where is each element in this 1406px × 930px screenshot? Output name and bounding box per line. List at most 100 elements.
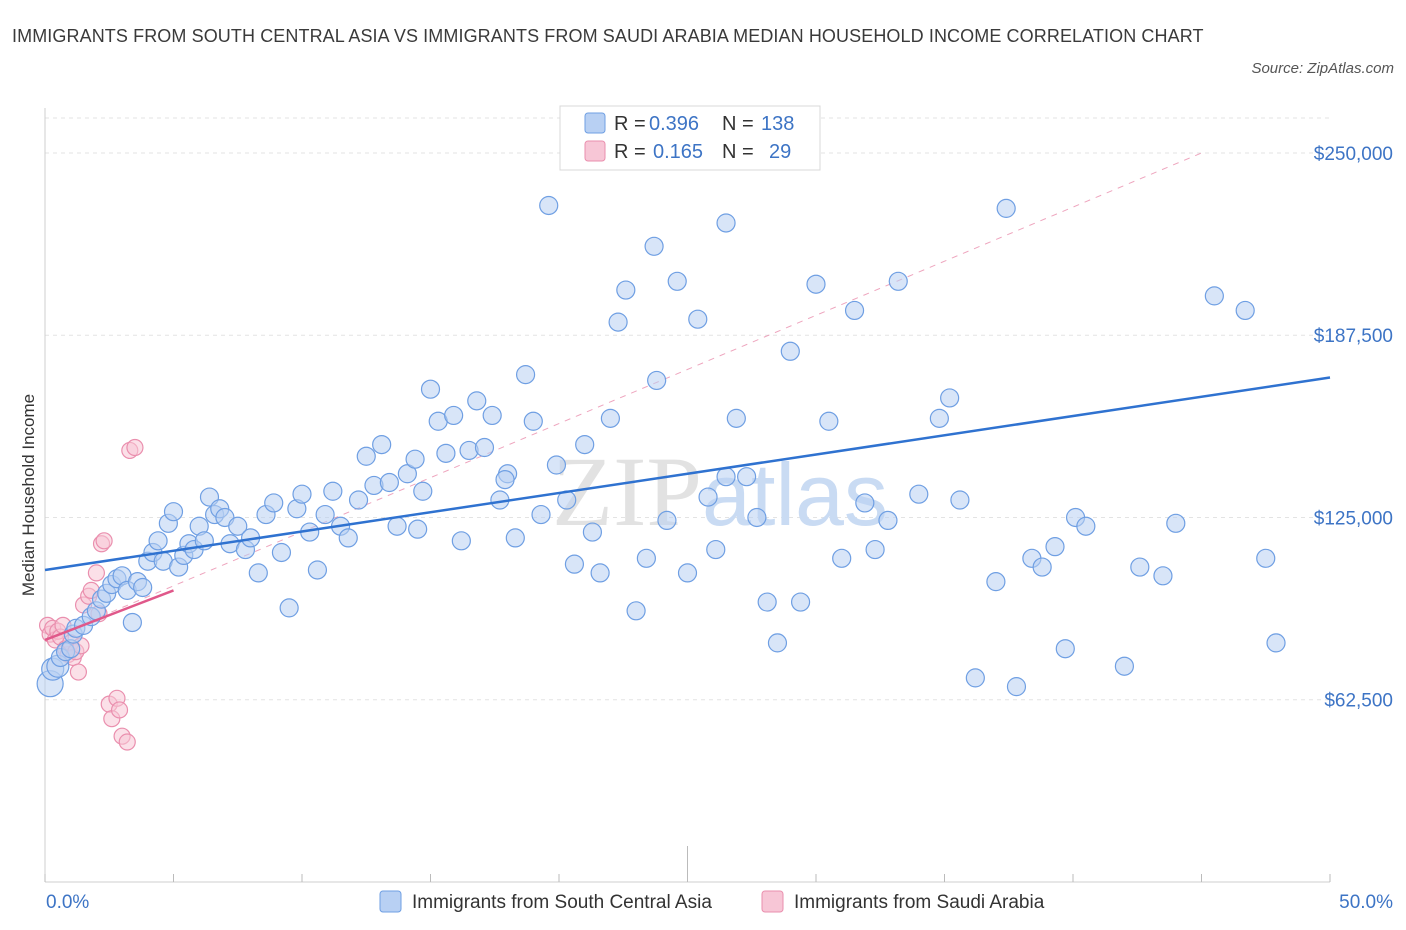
legend-r-label-2: R = bbox=[614, 141, 646, 163]
point-south-central-asia-43 bbox=[271, 542, 292, 563]
point-south-central-asia-122 bbox=[1055, 639, 1075, 659]
bottom-legend-label-blue: Immigrants from South Central Asia bbox=[412, 892, 712, 913]
bottom-legend-swatch-pink bbox=[761, 890, 784, 913]
bottom-legend: Immigrants from South Central Asia Immig… bbox=[379, 890, 1045, 913]
point-south-central-asia-77 bbox=[539, 195, 559, 216]
top-legend: R = 0.396 N = 138 R = 0.165 N = 29 bbox=[559, 105, 821, 171]
point-south-central-asia-129 bbox=[1204, 286, 1224, 306]
point-south-central-asia-135 bbox=[996, 198, 1016, 218]
watermark: ZIPatlas bbox=[552, 436, 888, 547]
point-south-central-asia-124 bbox=[1076, 516, 1096, 536]
grid-lines bbox=[45, 117, 1330, 701]
legend-swatch-blue bbox=[584, 112, 606, 134]
point-south-central-asia-133 bbox=[644, 236, 664, 256]
point-south-central-asia-104 bbox=[806, 274, 826, 294]
point-south-central-asia-73 bbox=[505, 528, 525, 548]
y-axis-label: Median Household Income bbox=[19, 394, 38, 596]
source-label: Source: ZipAtlas.com bbox=[1251, 60, 1394, 77]
point-south-central-asia-76 bbox=[531, 504, 551, 525]
point-south-central-asia-93 bbox=[688, 309, 708, 329]
point-south-central-asia-91 bbox=[667, 271, 687, 291]
point-south-central-asia-89 bbox=[647, 370, 667, 391]
point-south-central-asia-88 bbox=[636, 548, 656, 568]
point-south-central-asia-87 bbox=[626, 601, 646, 621]
point-south-central-asia-125 bbox=[1114, 656, 1135, 676]
point-south-central-asia-37 bbox=[228, 516, 248, 536]
point-south-central-asia-42 bbox=[264, 493, 284, 513]
point-south-central-asia-17 bbox=[122, 612, 142, 633]
point-south-central-asia-19 bbox=[133, 577, 153, 598]
point-south-central-asia-118 bbox=[1006, 677, 1027, 697]
point-south-central-asia-75 bbox=[523, 411, 543, 431]
legend-n-value-2: 29 bbox=[769, 141, 791, 163]
point-south-central-asia-111 bbox=[888, 271, 908, 291]
point-south-central-asia-64 bbox=[436, 443, 456, 463]
point-south-central-asia-82 bbox=[582, 522, 603, 542]
point-south-central-asia-44 bbox=[279, 598, 299, 618]
point-south-central-asia-69 bbox=[474, 437, 495, 458]
point-saudi-arabia-26 bbox=[118, 733, 136, 751]
point-south-central-asia-48 bbox=[307, 560, 328, 580]
point-south-central-asia-107 bbox=[844, 300, 865, 321]
legend-n-label-1: N = bbox=[722, 113, 754, 135]
point-south-central-asia-130 bbox=[1235, 300, 1255, 321]
point-south-central-asia-137 bbox=[495, 469, 515, 490]
point-south-central-asia-94 bbox=[698, 487, 718, 507]
point-south-central-asia-102 bbox=[780, 341, 800, 361]
point-south-central-asia-105 bbox=[819, 411, 839, 431]
point-south-central-asia-80 bbox=[564, 554, 585, 574]
point-south-central-asia-78 bbox=[546, 455, 567, 475]
point-south-central-asia-121 bbox=[1045, 537, 1065, 557]
point-south-central-asia-86 bbox=[616, 280, 636, 300]
point-south-central-asia-56 bbox=[372, 434, 392, 455]
point-south-central-asia-113 bbox=[929, 408, 949, 428]
point-south-central-asia-98 bbox=[737, 467, 757, 487]
point-south-central-asia-95 bbox=[706, 539, 726, 560]
point-saudi-arabia-24 bbox=[110, 701, 129, 719]
x-tick-label-1: 50.0% bbox=[1339, 892, 1393, 913]
point-saudi-arabia-17 bbox=[87, 564, 106, 582]
point-south-central-asia-65 bbox=[444, 405, 464, 426]
point-south-central-asia-132 bbox=[1266, 633, 1286, 653]
legend-r-label-1: R = bbox=[614, 113, 646, 135]
point-south-central-asia-50 bbox=[323, 481, 343, 501]
trend-line-saudi-arabia-extended bbox=[44, 152, 1202, 641]
point-south-central-asia-120 bbox=[1032, 557, 1052, 577]
point-south-central-asia-115 bbox=[950, 490, 970, 510]
point-south-central-asia-68 bbox=[467, 391, 487, 411]
point-south-central-asia-116 bbox=[965, 668, 985, 688]
point-south-central-asia-84 bbox=[600, 408, 621, 428]
legend-n-label-2: N = bbox=[722, 141, 754, 163]
x-tick-label-0: 0.0% bbox=[46, 892, 89, 913]
y-tick-label-1: $125,000 bbox=[1314, 508, 1393, 529]
point-south-central-asia-83 bbox=[590, 563, 610, 583]
point-south-central-asia-117 bbox=[986, 572, 1006, 592]
point-south-central-asia-81 bbox=[575, 434, 595, 455]
point-south-central-asia-85 bbox=[608, 312, 628, 332]
point-south-central-asia-49 bbox=[315, 504, 335, 525]
point-south-central-asia-96 bbox=[716, 467, 736, 487]
point-south-central-asia-57 bbox=[379, 472, 399, 493]
point-south-central-asia-103 bbox=[790, 592, 811, 612]
legend-n-value-1: 138 bbox=[761, 113, 794, 135]
point-south-central-asia-114 bbox=[940, 388, 960, 408]
point-south-central-asia-60 bbox=[405, 449, 425, 469]
y-tick-label-0: $62,500 bbox=[1324, 691, 1393, 712]
point-south-central-asia-110 bbox=[878, 510, 898, 531]
series-south-central-asia-points bbox=[36, 195, 1331, 698]
point-south-central-asia-112 bbox=[909, 484, 929, 504]
legend-r-value-2: 0.165 bbox=[653, 141, 703, 163]
point-south-central-asia-40 bbox=[248, 563, 268, 583]
point-south-central-asia-109 bbox=[865, 539, 885, 560]
point-south-central-asia-54 bbox=[356, 446, 376, 466]
chart-title: IMMIGRANTS FROM SOUTH CENTRAL ASIA VS IM… bbox=[12, 26, 1204, 46]
point-south-central-asia-100 bbox=[757, 592, 777, 612]
point-south-central-asia-126 bbox=[1130, 557, 1150, 577]
point-south-central-asia-131 bbox=[1256, 548, 1276, 568]
y-tick-label-2: $187,500 bbox=[1314, 326, 1393, 347]
point-south-central-asia-101 bbox=[767, 633, 788, 653]
point-south-central-asia-61 bbox=[413, 481, 433, 501]
point-south-central-asia-74 bbox=[515, 365, 536, 385]
point-south-central-asia-22 bbox=[148, 531, 168, 551]
